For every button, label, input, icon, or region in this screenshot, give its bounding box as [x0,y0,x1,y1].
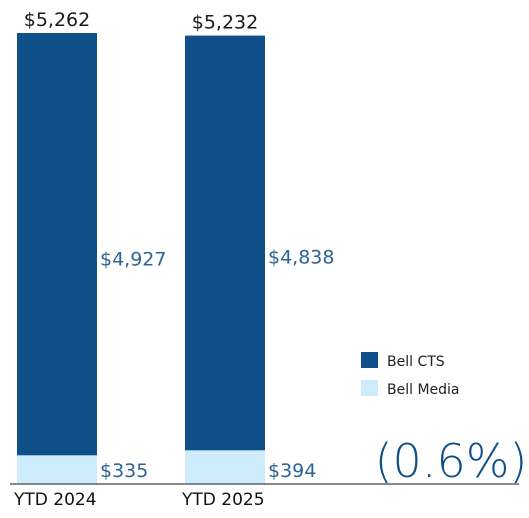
segment-value-label-bell-cts-ytd-2025: $4,838 [268,247,334,269]
bar-total-label-ytd-2024: $5,262 [24,9,90,31]
segment-value-label-bell-media-ytd-2024: $335 [100,460,148,482]
legend-label-bell-media: Bell Media [387,382,460,398]
category-label-ytd-2024: YTD 2024 [13,490,97,510]
legend-swatch-bell-cts [361,352,378,368]
legend-label-bell-cts: Bell CTS [387,354,445,370]
segment-value-label-bell-cts-ytd-2024: $4,927 [100,248,166,270]
bar-segment-bell-media-ytd-2025 [185,450,265,484]
legend-swatch-bell-media [361,380,378,396]
category-label-ytd-2025: YTD 2025 [181,490,265,510]
bar-total-label-ytd-2025: $5,232 [192,12,258,34]
bar-segment-bell-media-ytd-2024 [17,455,97,484]
segment-value-label-bell-media-ytd-2025: $394 [268,460,316,482]
change-percent-label: (0.6%) [375,434,528,488]
bar-segment-bell-cts-ytd-2024 [17,33,97,456]
bar-segment-bell-cts-ytd-2025 [185,35,265,451]
